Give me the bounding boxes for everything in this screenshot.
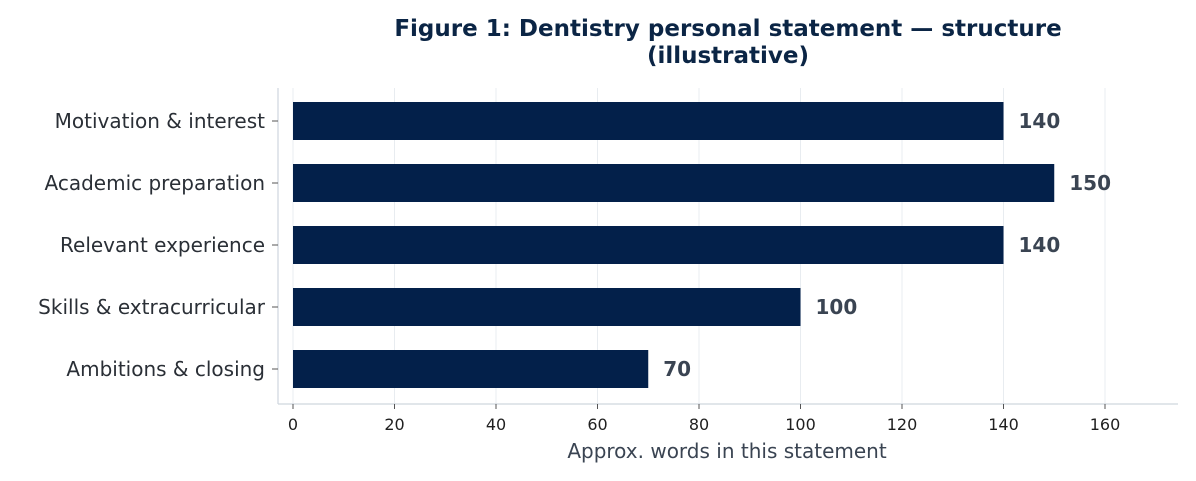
x-tick-label: 140 [988,415,1019,434]
data-label: 140 [1019,109,1061,133]
category-label: Skills & extracurricular [38,295,266,319]
x-tick-label: 0 [288,415,298,434]
x-tick-label: 100 [785,415,816,434]
x-tick-label: 40 [486,415,506,434]
data-label: 150 [1069,171,1111,195]
x-tick-label: 160 [1090,415,1121,434]
data-label: 100 [816,295,858,319]
category-label: Academic preparation [45,171,266,195]
data-label: 70 [663,357,691,381]
x-tick-label: 80 [689,415,709,434]
chart-title: Figure 1: Dentistry personal statement —… [394,16,1062,69]
data-label: 140 [1019,233,1061,257]
category-label: Ambitions & closing [66,357,265,381]
x-tick-label: 60 [587,415,607,434]
category-label: Relevant experience [60,233,265,257]
bar [293,288,801,326]
x-axis-title: Approx. words in this statement [567,439,887,463]
x-tick-label: 20 [384,415,404,434]
bar [293,350,649,388]
bar [293,226,1004,264]
x-tick-label: 120 [887,415,918,434]
bar [293,164,1055,202]
chart-title-block: Figure 1: Dentistry personal statement —… [278,16,1178,70]
bar [293,102,1004,140]
category-label: Motivation & interest [55,109,265,133]
